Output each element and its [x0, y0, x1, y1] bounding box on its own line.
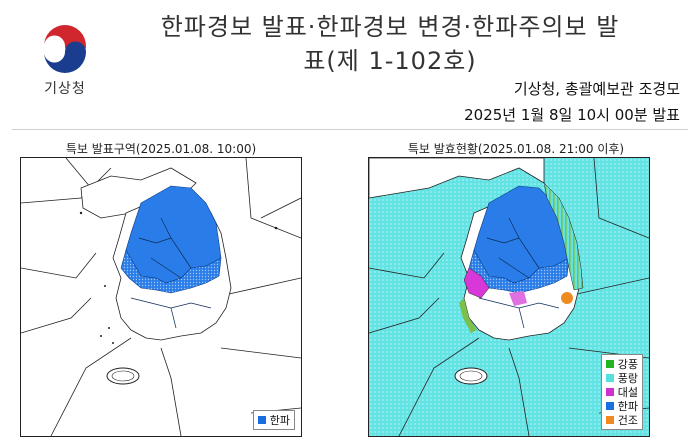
bulletin-title-line2: 표(제 1-102호): [303, 47, 477, 75]
dry-advisory-area: [561, 292, 573, 304]
province-borders: [130, 217, 212, 329]
jeju-island: [454, 367, 488, 385]
issued-datetime: 2025년 1월 8일 10시 00분 발표: [464, 106, 680, 124]
left-map: 한파: [20, 157, 302, 437]
kma-logo: 기상청: [30, 22, 100, 102]
legend-label: 강풍: [617, 358, 638, 371]
left-map-legend: 한파: [252, 410, 295, 430]
legend-swatch: [605, 388, 614, 396]
legend-label: 풍랑: [617, 372, 638, 385]
left-map-caption: 특보 발표구역(2025.01.08. 10:00): [65, 142, 257, 156]
jeju-island: [106, 367, 140, 385]
bulletin-title-line1: 한파경보 발표·한파경보 변경·한파주의보 발: [160, 13, 620, 41]
right-map-svg: [369, 158, 649, 436]
strong-wind-area: [543, 182, 584, 291]
legend-label: 한파: [269, 414, 290, 427]
bulletin-title: 한파경보 발표·한파경보 변경·한파주의보 발 표(제 1-102호): [110, 10, 670, 78]
right-map-caption: 특보 발효현황(2025.01.08. 21:00 이후): [407, 142, 625, 156]
legend-swatch: [605, 374, 614, 382]
kma-emblem-icon: [41, 25, 89, 73]
legend-item: 대설: [605, 385, 638, 399]
legend-item: 건조: [605, 413, 638, 427]
legend-label: 건조: [617, 414, 638, 427]
north-region: [369, 158, 545, 199]
legend-item: 한파: [257, 413, 290, 427]
legend-item: 풍랑: [605, 371, 638, 385]
small-islands: [79, 211, 278, 344]
west-wind-area: [459, 298, 477, 333]
legend-label: 한파: [617, 400, 638, 413]
issuer-line: 기상청, 총괄예보관 조경모: [513, 80, 680, 98]
right-map: 강풍 풍랑 대설 한파 건조: [368, 157, 650, 437]
legend-swatch: [257, 416, 266, 424]
cold-wave-advisory-area: [120, 249, 222, 294]
right-map-legend: 강풍 풍랑 대설 한파 건조: [600, 354, 643, 430]
province-borders: [478, 217, 560, 329]
kma-logo-text: 기상청: [44, 81, 86, 97]
legend-item: 강풍: [605, 357, 638, 371]
heavy-snow-area: [463, 267, 490, 299]
legend-label: 대설: [617, 386, 638, 399]
legend-swatch: [605, 360, 614, 368]
legend-item: 한파: [605, 399, 638, 413]
legend-swatch: [605, 402, 614, 410]
heavy-snow-area-2: [509, 291, 527, 306]
left-map-svg: [21, 158, 301, 436]
legend-swatch: [605, 416, 614, 424]
header-divider: [12, 129, 688, 130]
